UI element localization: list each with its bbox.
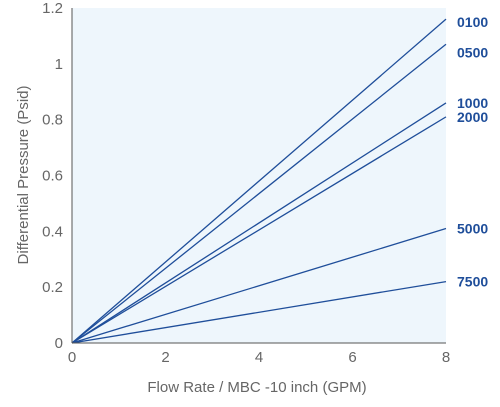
x-axis-label: Flow Rate / MBC -10 inch (GPM) bbox=[147, 379, 366, 396]
y-tick-label: 0.6 bbox=[42, 168, 63, 185]
series-line-0500 bbox=[71, 43, 447, 344]
x-tick-label: 4 bbox=[255, 349, 263, 366]
y-axis-label: Differential Pressure (Psid) bbox=[15, 86, 32, 265]
series-line-0100 bbox=[71, 18, 447, 344]
x-tick-label: 2 bbox=[161, 349, 169, 366]
series-line-2000 bbox=[71, 116, 447, 344]
chart-marks bbox=[71, 18, 447, 344]
series-label-5000: 5000 bbox=[457, 221, 488, 237]
series-label-7500: 7500 bbox=[457, 274, 488, 290]
y-tick-label: 0 bbox=[55, 335, 63, 352]
y-tick-label: 0.2 bbox=[42, 279, 63, 296]
y-tick-label: 0.4 bbox=[42, 223, 63, 240]
series-label-0100: 0100 bbox=[457, 14, 488, 30]
series-line-1000 bbox=[71, 102, 447, 344]
plot-area bbox=[72, 8, 446, 343]
series-label-1000: 1000 bbox=[457, 95, 488, 111]
y-tick-label: 1.2 bbox=[42, 0, 63, 17]
x-tick-label: 0 bbox=[68, 349, 76, 366]
y-tick-label: 0.8 bbox=[42, 112, 63, 129]
series-label-0500: 0500 bbox=[457, 44, 488, 60]
y-tick-labels: 0 0.2 0.4 0.6 0.8 1 1.2 bbox=[42, 0, 63, 352]
x-tick-label: 6 bbox=[348, 349, 356, 366]
x-tick-label: 8 bbox=[442, 349, 450, 366]
x-tick-labels: 0 2 4 6 8 bbox=[68, 349, 450, 366]
y-tick-label: 1 bbox=[55, 56, 63, 73]
series-line-7500 bbox=[71, 280, 447, 344]
series-line-5000 bbox=[71, 227, 447, 344]
axes bbox=[71, 8, 446, 344]
series-label-2000: 2000 bbox=[457, 109, 488, 125]
